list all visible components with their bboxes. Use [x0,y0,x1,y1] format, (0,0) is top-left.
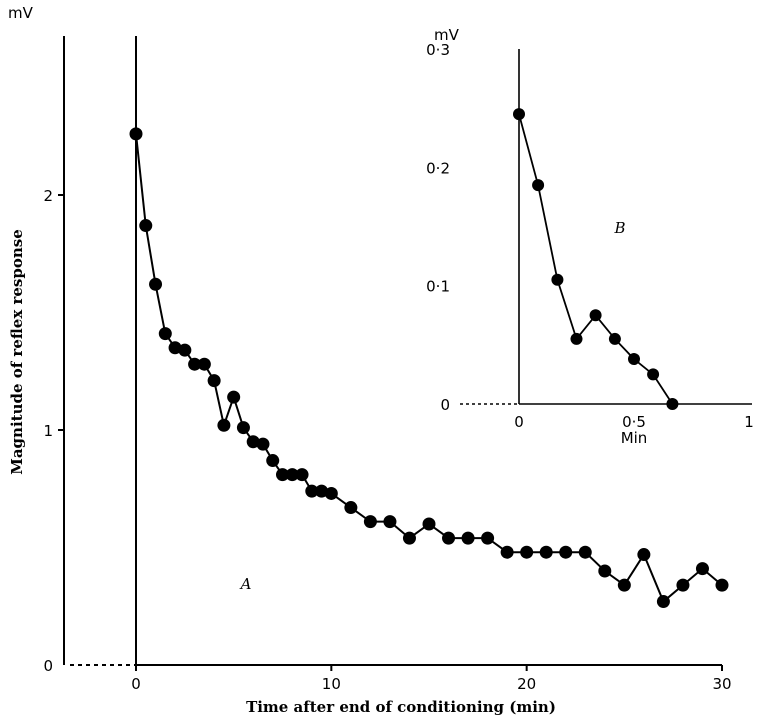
data-point [139,219,153,233]
inset-data-point [647,368,660,381]
data-point [178,343,192,357]
inset-y-tick-label: 0 [440,396,450,414]
panel-label-b: B [613,219,625,237]
inset-y-unit-label: mV [434,26,460,44]
data-point [715,578,729,592]
data-point [598,564,612,578]
inset-series-points [513,108,679,410]
y-tick-label: 1 [43,422,53,440]
data-point [158,327,172,341]
data-point [217,418,231,432]
main-chart: 0 10 20 30 0 1 2 mV Time after end of conditio… [8,4,732,716]
x-tick-label: 0 [131,675,141,693]
y-unit-label: mV [8,4,34,22]
y-tick-label: 0 [43,657,53,675]
data-point [578,545,592,559]
inset-data-point [551,273,564,286]
data-point [520,545,534,559]
x-axis-label: Time after end of conditioning (min) [246,698,556,716]
data-point [422,517,436,531]
inset-axis-ticks: 0 0·5 1 0 0·1 0·2 0·3 [426,41,754,431]
x-tick-label: 10 [322,675,341,693]
data-point [481,531,495,545]
data-point [461,531,475,545]
inset-y-tick-label: 0·1 [426,278,450,296]
axis-ticks: 0 10 20 30 0 1 2 [43,36,732,693]
data-point [168,341,182,355]
data-point [402,531,416,545]
inset-x-axis-label: Min [621,429,648,447]
data-point [676,578,690,592]
x-tick-label: 30 [712,675,731,693]
x-tick-label: 20 [517,675,536,693]
data-point [324,486,338,500]
data-point [344,501,358,515]
data-point [500,545,514,559]
data-point [129,127,143,141]
data-point [285,468,299,482]
data-point [207,374,221,388]
panel-label-a: A [239,575,252,593]
inset-x-tick-label: 0·5 [622,413,646,431]
data-point [295,468,309,482]
data-point [246,435,260,449]
inset-data-point [589,309,602,322]
inset-data-point [513,108,525,121]
data-point [236,421,250,435]
data-point [637,548,651,562]
inset-data-point [532,179,545,192]
data-point [315,484,329,498]
data-point [559,545,573,559]
inset-y-tick-label: 0·3 [426,41,450,59]
data-point [266,454,280,468]
data-point [442,531,456,545]
y-axis-label: Magnitude of reflex response [8,229,26,475]
data-point [617,578,631,592]
data-point [539,545,553,559]
series-points [129,127,729,609]
data-point [256,437,270,451]
inset-data-point [570,332,583,345]
series-line [135,133,723,604]
data-point [656,595,670,609]
inset-data-point [628,353,640,366]
inset-y-tick-label: 0·2 [426,159,450,177]
data-point [695,562,709,576]
inset-data-point [608,332,621,345]
data-point [188,357,202,371]
data-point [383,515,397,529]
data-point [305,484,319,498]
inset-chart: 0 0·5 1 0 0·1 0·2 0·3 mV Min B [426,26,754,447]
data-point [276,468,289,482]
data-point [363,515,377,529]
data-point [149,277,163,291]
data-point [227,390,241,404]
inset-data-point [666,398,679,410]
y-tick-label: 2 [43,187,53,205]
inset-x-tick-label: 1 [744,413,754,431]
data-point [197,357,211,371]
inset-series-line [518,113,674,405]
inset-x-tick-label: 0 [514,413,524,431]
